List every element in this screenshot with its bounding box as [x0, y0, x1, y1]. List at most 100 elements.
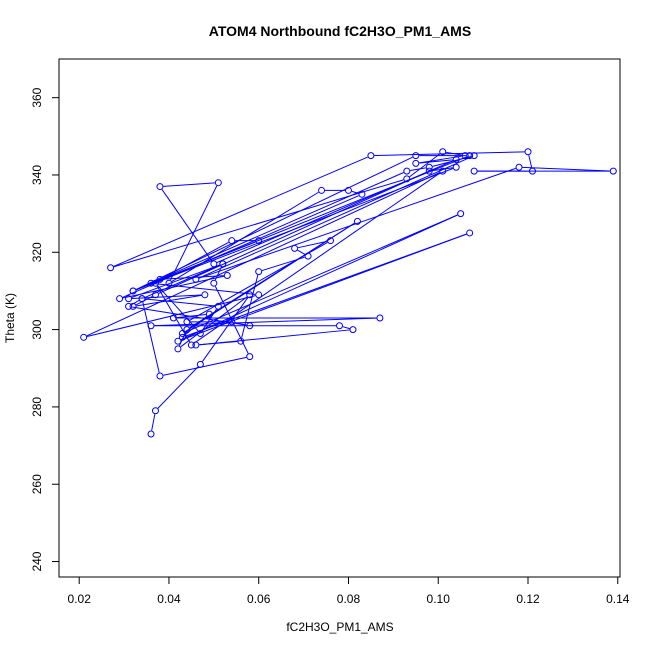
data-point [457, 210, 465, 218]
data-point [116, 295, 124, 303]
series-segment [156, 285, 191, 343]
data-point [169, 314, 177, 322]
data-point [376, 314, 384, 322]
data-point [228, 318, 236, 326]
data-point [528, 167, 536, 175]
data-point [219, 260, 227, 268]
y-tick-label: 240 [30, 551, 44, 571]
data-point [210, 260, 218, 268]
data-point [214, 179, 222, 187]
x-tick-label: 0.14 [606, 592, 630, 606]
chart-title: ATOM4 Northbound fC2H3O_PM1_AMS [209, 23, 471, 39]
data-point [201, 291, 209, 299]
data-point [466, 152, 474, 160]
data-point [246, 322, 254, 330]
series-segment [201, 309, 217, 331]
series-segment [522, 166, 610, 172]
data-point [192, 275, 200, 283]
data-point [174, 337, 182, 345]
series-segment [113, 179, 404, 268]
data-point [174, 345, 182, 353]
x-axis-label: fC2H3O_PM1_AMS [286, 620, 393, 634]
series-segment [342, 326, 350, 330]
data-point [156, 183, 164, 191]
data-point [461, 152, 469, 160]
data-point [196, 329, 204, 337]
data-point [80, 333, 88, 341]
series-segment [189, 241, 328, 321]
y-axis-label: Theta (K) [3, 293, 17, 343]
data-point [470, 152, 478, 160]
data-point [129, 302, 137, 310]
series-segment [122, 195, 359, 298]
x-axis: 0.02 0.04 0.06 0.08 0.10 0.12 0.14 [68, 577, 630, 606]
data-point [183, 326, 191, 334]
series-segment [163, 356, 247, 376]
y-tick-label: 260 [30, 474, 44, 494]
data-point [336, 322, 343, 330]
data-point [156, 372, 164, 380]
data-point [147, 279, 155, 287]
data-point [192, 341, 200, 349]
series-segment [351, 190, 359, 194]
y-tick-label: 300 [30, 319, 44, 339]
data-point [609, 167, 617, 175]
data-point [165, 279, 173, 287]
plot-frame [58, 58, 621, 578]
data-point [125, 302, 133, 310]
data-point [255, 291, 263, 299]
series-segment [157, 366, 199, 409]
series-segment [136, 294, 202, 307]
data-point [403, 175, 411, 183]
data-point [412, 159, 420, 167]
data-point [151, 407, 159, 415]
series-segment [185, 214, 458, 333]
x-tick-label: 0.10 [427, 592, 451, 606]
x-tick-label: 0.02 [68, 592, 92, 606]
y-tick-label: 360 [30, 87, 44, 107]
series-segment [86, 172, 440, 337]
data-point [353, 217, 361, 225]
data-point [151, 279, 159, 287]
series-segment [145, 298, 215, 307]
data-point [425, 167, 433, 175]
series-segment [158, 172, 427, 294]
data-point [187, 341, 195, 349]
series-segment [198, 156, 472, 279]
data-point [304, 252, 312, 260]
series-segment [162, 241, 229, 279]
data-point [255, 237, 263, 245]
series-segment [374, 151, 525, 157]
data-point [129, 287, 137, 295]
data-point [327, 237, 335, 245]
series-segment [193, 172, 441, 344]
data-point [344, 186, 352, 194]
x-tick-label: 0.12 [516, 592, 540, 606]
data-point [439, 148, 447, 156]
data-point [367, 152, 375, 160]
series-segment [154, 241, 256, 283]
series-segment [163, 182, 215, 187]
x-tick-label: 0.06 [247, 592, 271, 606]
series-segment [199, 340, 238, 346]
data-point [524, 148, 532, 156]
series-segment [241, 274, 259, 338]
series-segment [161, 189, 213, 262]
series-segment [214, 286, 249, 354]
series-segment [154, 317, 377, 327]
data-point [403, 167, 411, 175]
data-point [107, 264, 115, 272]
series-segment [131, 306, 247, 326]
data-point [237, 337, 245, 345]
series-segment [145, 264, 220, 298]
data-point [156, 275, 164, 283]
data-point [183, 318, 191, 326]
data-point [255, 268, 263, 276]
x-tick-label: 0.04 [157, 592, 181, 606]
series-segment [216, 160, 454, 263]
series-segment [180, 214, 458, 341]
series-segment [446, 151, 462, 156]
data-point [439, 167, 447, 175]
data-point [470, 167, 478, 175]
series-segment [142, 301, 160, 373]
